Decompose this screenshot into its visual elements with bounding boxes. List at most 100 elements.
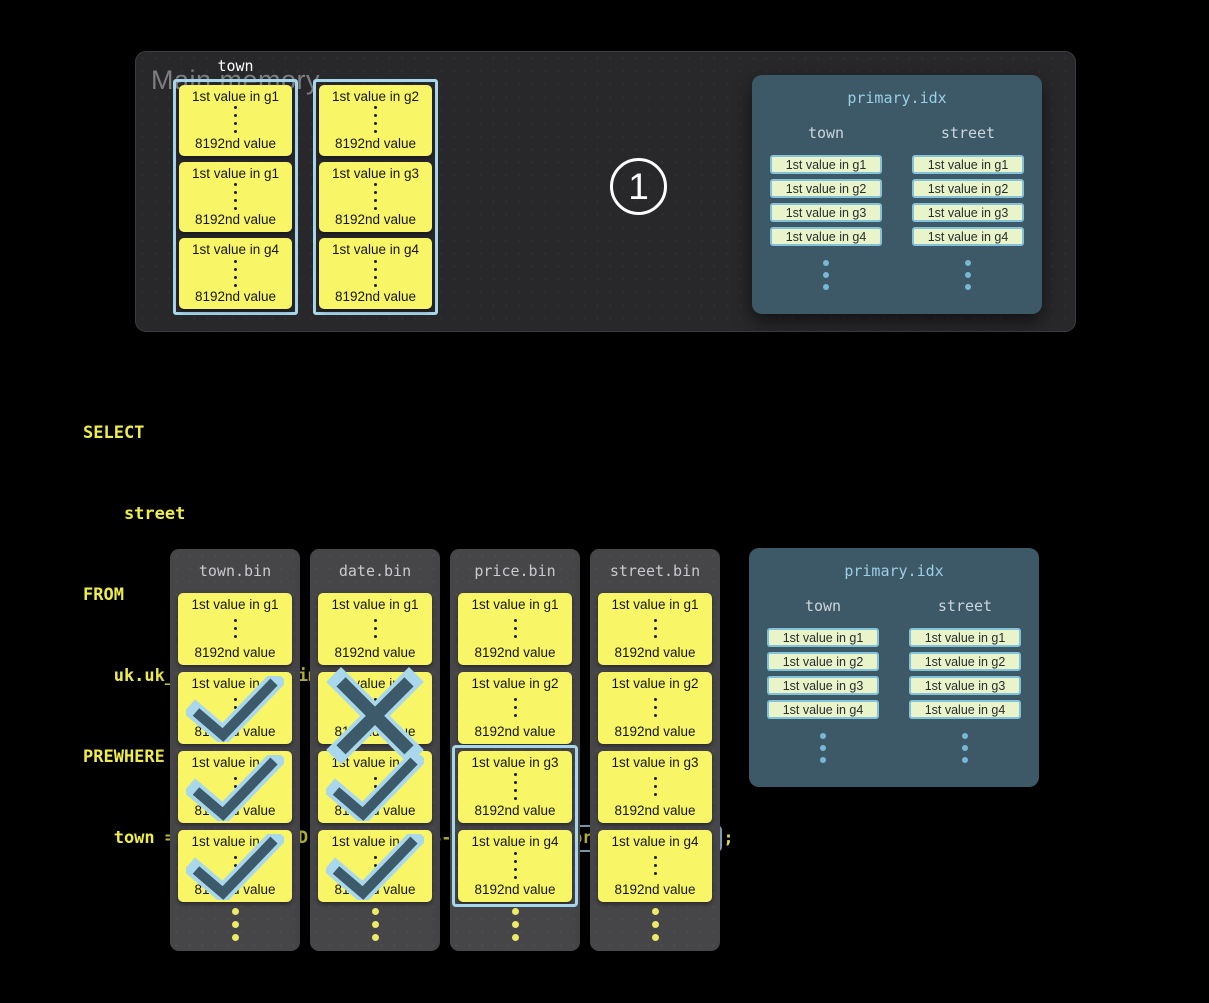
memory-granule-stack-2: 1st value in g2 8192nd value 1st value i… [313,79,438,315]
granule-last-value: 8192nd value [194,803,276,818]
granule-first-value: 1st value in g4 [331,834,419,849]
primary-idx-town-column: town 1st value in g1 1st value in g2 1st… [765,597,881,763]
main-memory-panel: Main memory town 1st value in g1 8192nd … [135,51,1076,332]
ellipsis-dots [234,106,237,134]
sql-terminator: ; [723,828,734,848]
granule-block: 1st value in g1 8192nd value [179,161,292,233]
ellipsis-dots [170,908,300,941]
sql-line: street [83,504,186,524]
step-number: 1 [628,165,649,207]
granule-block: 1st value in g1 8192nd value [179,85,292,156]
town-column-label: town [217,57,254,75]
ellipsis-dots [234,259,237,287]
primary-idx-panel: primary.idx town 1st value in g1 1st val… [749,548,1039,787]
memory-granule-stack-1: 1st value in g1 8192nd value 1st value i… [173,79,298,315]
bin-title: street.bin [609,562,701,580]
granule-last-value: 8192nd value [614,882,696,897]
bin-title: price.bin [474,562,556,580]
granule-block: 1st value in g1 8192nd value [458,593,572,665]
index-entry: 1st value in g1 [912,155,1024,174]
bin-granules: 1st value in g1 8192nd value 1st value i… [458,593,572,902]
bin-granules: 1st value in g1 8192nd value 1st value i… [318,593,432,902]
granule-first-value: 1st value in g2 [191,676,279,691]
ellipsis-dots [373,777,377,796]
granule-first-value: 1st value in g3 [471,755,559,770]
granule-first-value: 1st value in g2 [611,676,699,691]
primary-idx-title: primary.idx [847,89,947,107]
ellipsis-dots [373,698,377,717]
index-entry: 1st value in g1 [767,628,879,647]
granule-last-value: 8192nd value [194,212,277,228]
column-header: street [940,124,996,142]
bin-granules: 1st value in g1 8192nd value 1st value i… [598,593,712,902]
ellipsis-dots [823,260,829,290]
granule-first-value: 1st value in g3 [331,165,420,181]
primary-idx-columns: town 1st value in g1 1st value in g2 1st… [752,124,1042,290]
granule-block: 1st value in g3 8192nd value [178,751,292,823]
bin-price: price.bin 1st value in g1 8192nd value 1… [450,549,580,951]
column-header: town [804,597,842,615]
primary-idx-town-column: town 1st value in g1 1st value in g2 1st… [768,124,884,290]
granule-block: 1st value in g4 8192nd value [318,830,432,902]
ellipsis-dots [374,259,377,287]
granule-first-value: 1st value in g3 [191,755,279,770]
index-entry: 1st value in g4 [909,700,1021,719]
granule-last-value: 8192nd value [474,803,556,818]
index-entry: 1st value in g2 [767,652,879,671]
granule-last-value: 8192nd value [194,882,276,897]
ellipsis-dots [233,856,237,875]
sql-line: SELECT [83,423,145,443]
granule-first-value: 1st value in g3 [331,755,419,770]
granule-last-value: 8192nd value [614,803,696,818]
primary-idx-street-column: street 1st value in g1 1st value in g2 1… [907,597,1023,763]
granule-block: 1st value in g3 8192nd value [319,161,432,233]
ellipsis-dots [513,619,517,638]
primary-idx-street-column: street 1st value in g1 1st value in g2 1… [910,124,1026,290]
ellipsis-dots [374,106,377,134]
ellipsis-dots [513,773,517,800]
bin-granules: 1st value in g1 8192nd value 1st value i… [178,593,292,902]
granule-last-value: 8192nd value [194,289,277,304]
ellipsis-dots [233,698,237,717]
granule-first-value: 1st value in g2 [331,89,420,104]
column-header: street [937,597,993,615]
bin-date: date.bin 1st value in g1 8192nd value 1s… [310,549,440,951]
ellipsis-dots [653,856,657,875]
granule-block: 1st value in g3 8192nd value [318,751,432,823]
sql-line: FROM [83,585,124,605]
selected-granules-outline [452,745,578,907]
granule-last-value: 8192nd value [474,724,556,739]
granule-last-value: 8192nd value [474,882,556,897]
column-header: town [807,124,845,142]
granule-block: 1st value in g2 8192nd value [458,672,572,744]
ellipsis-dots [310,908,440,941]
index-entry: 1st value in g3 [909,676,1021,695]
granule-first-value: 1st value in g2 [471,676,559,691]
granule-block: 1st value in g3 8192nd value [458,751,572,823]
bin-street: street.bin 1st value in g1 8192nd value … [590,549,720,951]
ellipsis-dots [965,260,971,290]
granule-block: 1st value in g1 8192nd value [318,593,432,665]
granule-block: 1st value in g2 8192nd value [318,672,432,744]
ellipsis-dots [450,908,580,941]
index-entry: 1st value in g3 [767,676,879,695]
ellipsis-dots [962,733,968,763]
granule-first-value: 1st value in g1 [611,597,699,612]
granule-last-value: 8192nd value [334,724,416,739]
granule-first-value: 1st value in g1 [191,165,280,181]
index-entry: 1st value in g1 [909,628,1021,647]
granule-first-value: 1st value in g1 [191,597,279,612]
granule-last-value: 8192nd value [614,645,696,660]
granule-block: 1st value in g1 8192nd value [598,593,712,665]
index-entry: 1st value in g2 [912,179,1024,198]
index-entry: 1st value in g4 [767,700,879,719]
ellipsis-dots [373,856,377,875]
ellipsis-dots [513,698,517,717]
granule-first-value: 1st value in g1 [331,597,419,612]
granule-last-value: 8192nd value [614,724,696,739]
sql-line: PREWHERE [83,747,165,767]
granule-first-value: 1st value in g3 [611,755,699,770]
ellipsis-dots [374,183,377,210]
ellipsis-dots [513,852,517,879]
